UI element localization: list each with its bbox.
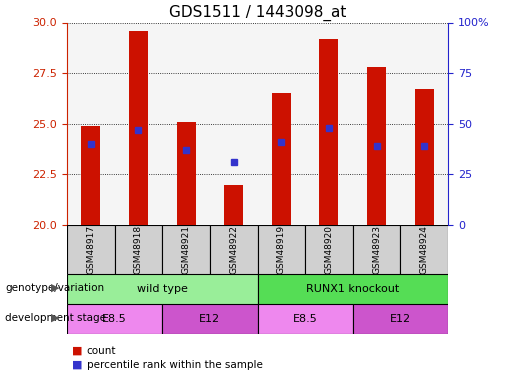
Bar (162, 225, 210, 274)
Text: GSM48921: GSM48921 (182, 225, 191, 274)
Text: E8.5: E8.5 (293, 314, 318, 324)
Bar (224, 184, 243, 225)
Text: GSM48920: GSM48920 (324, 225, 333, 274)
Bar (319, 39, 338, 225)
Text: count: count (87, 346, 116, 355)
Title: GDS1511 / 1443098_at: GDS1511 / 1443098_at (169, 5, 346, 21)
Text: GSM48917: GSM48917 (87, 225, 95, 274)
Text: ▶: ▶ (50, 313, 59, 323)
Bar (258, 304, 353, 334)
Text: GSM48924: GSM48924 (420, 225, 428, 274)
Bar (162, 304, 258, 334)
Bar (258, 225, 305, 274)
Text: E12: E12 (390, 314, 411, 324)
Bar (401, 225, 448, 274)
Text: RUNX1 knockout: RUNX1 knockout (306, 284, 400, 294)
Bar (67, 225, 115, 274)
Bar (353, 225, 401, 274)
Bar (353, 304, 448, 334)
Bar (67, 274, 258, 304)
Bar (81, 126, 100, 225)
Text: E12: E12 (199, 314, 220, 324)
Text: development stage: development stage (5, 313, 106, 323)
Text: GSM48919: GSM48919 (277, 225, 286, 274)
Bar (129, 31, 148, 225)
Text: ▶: ▶ (50, 283, 59, 293)
Text: GSM48922: GSM48922 (229, 225, 238, 274)
Bar (258, 274, 448, 304)
Bar (114, 225, 162, 274)
Text: ■: ■ (72, 360, 82, 369)
Text: ■: ■ (72, 346, 82, 355)
Bar (367, 67, 386, 225)
Bar (272, 93, 291, 225)
Bar (210, 225, 258, 274)
Text: GSM48918: GSM48918 (134, 225, 143, 274)
Text: percentile rank within the sample: percentile rank within the sample (87, 360, 263, 369)
Bar (415, 89, 434, 225)
Bar (177, 122, 196, 225)
Text: GSM48923: GSM48923 (372, 225, 381, 274)
Bar (67, 304, 162, 334)
Text: genotype/variation: genotype/variation (5, 283, 104, 293)
Bar (305, 225, 353, 274)
Text: E8.5: E8.5 (102, 314, 127, 324)
Text: wild type: wild type (137, 284, 187, 294)
